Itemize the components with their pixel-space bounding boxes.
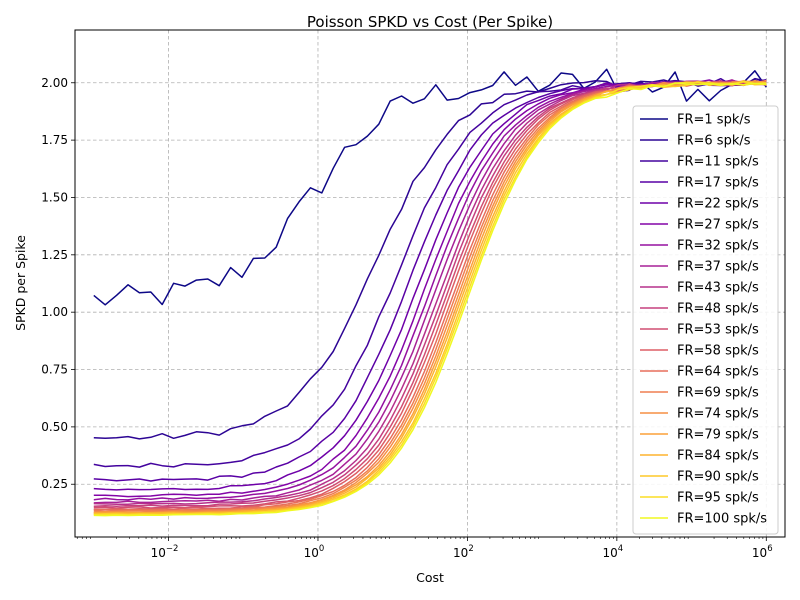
x-tick-label: 100 <box>304 544 325 560</box>
y-axis-label: SPKD per Spike <box>13 235 28 331</box>
y-tick-label: 2.00 <box>41 76 68 90</box>
x-tick-label: 10−2 <box>151 544 179 560</box>
legend-entry: FR=79 spk/s <box>677 428 759 443</box>
legend-entry: FR=95 spk/s <box>677 491 759 506</box>
y-tick-label: 0.25 <box>41 477 68 491</box>
plot-frame <box>74 29 786 538</box>
series-line <box>93 68 767 306</box>
series-line <box>93 77 767 440</box>
legend: FR=1 spk/s FR=6 spk/s FR=11 spk/s FR=17 spk… <box>632 105 779 535</box>
legend-entry: FR=100 spk/s <box>677 512 767 527</box>
legend-entry: FR=90 spk/s <box>677 470 759 485</box>
series-line <box>93 79 767 504</box>
y-tick-label: 0.75 <box>41 363 68 377</box>
y-tick-label: 1.75 <box>41 133 68 147</box>
series-lines <box>93 68 767 517</box>
legend-entry: FR=48 spk/s <box>677 302 759 317</box>
legend-entry: FR=43 spk/s <box>677 281 759 296</box>
y-tick-label: 1.50 <box>41 190 68 204</box>
legend-entry: FR=22 spk/s <box>677 197 759 212</box>
legend-entry: FR=53 spk/s <box>677 323 759 338</box>
y-axis: 0.25 0.50 0.75 1.00 1.25 1.50 1.75 2.00 <box>41 76 75 491</box>
x-tick-label: 102 <box>453 544 474 560</box>
y-tick-label: 1.00 <box>41 305 68 319</box>
legend-entry: FR=32 spk/s <box>677 239 759 254</box>
x-axis-label: Cost <box>416 570 444 585</box>
legend-entry: FR=64 spk/s <box>677 365 759 380</box>
legend-entry: FR=27 spk/s <box>677 218 759 233</box>
legend-entry: FR=74 spk/s <box>677 407 759 422</box>
legend-box <box>632 105 779 535</box>
y-tick-label: 0.50 <box>41 420 68 434</box>
x-tick-label: 106 <box>752 544 773 560</box>
legend-entry: FR=69 spk/s <box>677 386 759 401</box>
chart-title: Poisson SPKD vs Cost (Per Spike) <box>307 13 553 31</box>
legend-entry: FR=84 spk/s <box>677 449 759 464</box>
series-line <box>93 82 767 517</box>
legend-entry: FR=1 spk/s <box>677 113 751 128</box>
x-tick-label: 104 <box>602 544 623 560</box>
legend-entry: FR=37 spk/s <box>677 260 759 275</box>
legend-entry: FR=58 spk/s <box>677 344 759 359</box>
y-tick-label: 1.25 <box>41 248 68 262</box>
legend-entry: FR=17 spk/s <box>677 176 759 191</box>
legend-entry: FR=6 spk/s <box>677 134 751 149</box>
legend-entry: FR=11 spk/s <box>677 155 759 170</box>
x-axis: 10−2 100 102 104 106 <box>76 537 773 560</box>
